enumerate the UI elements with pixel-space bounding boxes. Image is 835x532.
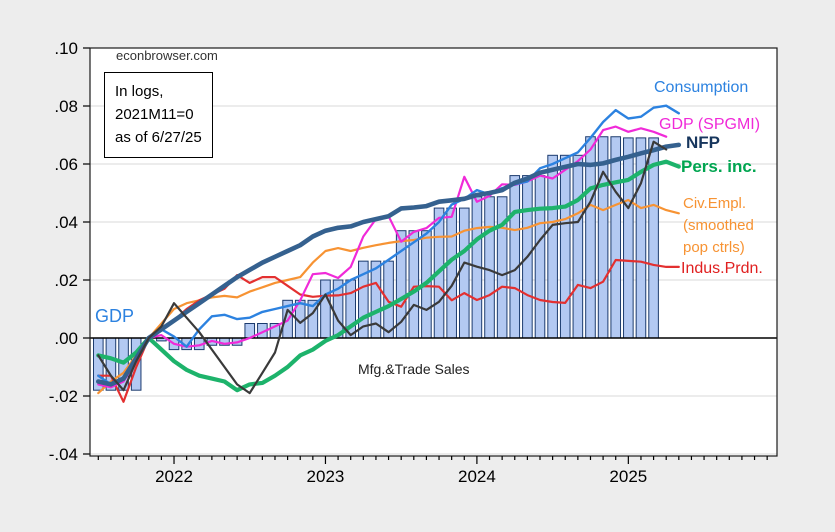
watermark: econbrowser.com — [116, 48, 218, 63]
civ-empl-label: Civ.Empl. (smoothed pop ctrls) — [683, 193, 798, 259]
mfg-trade-sales-label: Mfg.&Trade Sales — [358, 361, 470, 377]
plot-frame — [89, 47, 778, 457]
series-nfp — [96, 142, 682, 387]
svg-text:2023: 2023 — [307, 467, 345, 486]
civ-empl-label-line1: Civ.Empl. — [683, 195, 747, 212]
gdp-bars-label: GDP — [95, 306, 135, 326]
nfp-label: NFP — [686, 133, 720, 152]
svg-text:.06: .06 — [54, 155, 78, 174]
series-civ_empl — [97, 198, 680, 395]
gdp-spgmi-label: GDP (SPGMI) — [659, 116, 761, 133]
svg-text:.10: .10 — [54, 39, 78, 58]
consumption-label: Consumption — [654, 79, 749, 96]
note-box: In logs, 2021M11=0 as of 6/27/25 — [104, 72, 213, 158]
y-axis-ticks: .10 .08 .06 .04 .02 .00 -.02 -.04 — [49, 39, 90, 464]
series-pers_inc — [96, 159, 681, 393]
svg-text:.04: .04 — [54, 213, 78, 232]
pers-inc-label: Pers. inc. — [681, 157, 757, 176]
series-consumption — [97, 104, 680, 386]
svg-text:.00: .00 — [54, 329, 78, 348]
svg-text:2022: 2022 — [155, 467, 193, 486]
civ-empl-label-line3: pop ctrls) — [683, 239, 745, 256]
svg-text:-.02: -.02 — [49, 387, 78, 406]
svg-text:.08: .08 — [54, 97, 78, 116]
svg-text:-.04: -.04 — [49, 445, 78, 464]
civ-empl-label-line2: (smoothed — [683, 217, 754, 234]
x-axis-ticks: 2022 2023 2024 2025 — [97, 456, 768, 486]
series-indus_prdn — [97, 258, 680, 403]
svg-text:2025: 2025 — [609, 467, 647, 486]
svg-text:.02: .02 — [54, 271, 78, 290]
indus-prdn-label: Indus.Prdn. — [681, 260, 763, 277]
note-line-2: 2021M11=0 — [115, 106, 194, 123]
note-line-1: In logs, — [115, 83, 164, 100]
series-mfg_trade — [97, 140, 668, 395]
svg-text:2024: 2024 — [458, 467, 496, 486]
note-line-3: as of 6/27/25 — [115, 129, 202, 146]
